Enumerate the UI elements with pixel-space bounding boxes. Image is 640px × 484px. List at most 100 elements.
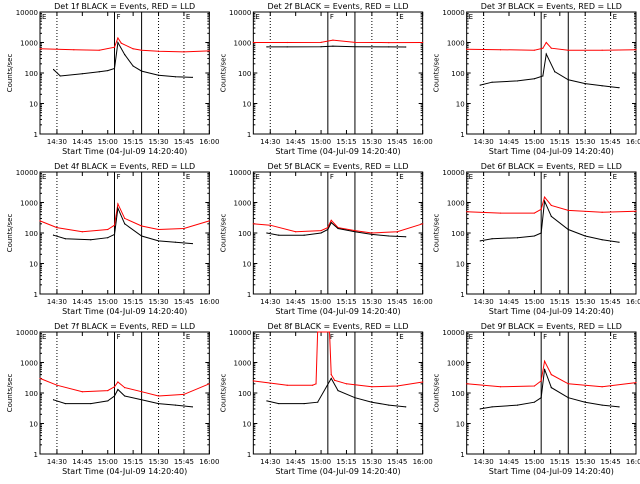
data-point-events [618,406,620,408]
data-point-events [174,404,177,406]
data-point-events [141,235,143,237]
data-point-lld [295,231,297,233]
data-point-events [554,71,556,73]
y-tick-label: 1000 [234,40,252,48]
y-tick-label: 1000 [20,200,38,208]
data-point-lld [317,331,319,333]
x-tick-label: 15:30 [575,298,595,306]
data-point-lld [124,217,126,220]
data-point-lld [39,377,41,380]
chart-title: Det 4f BLACK = Events, RED = LLD [54,162,195,171]
data-point-lld [334,379,336,381]
series-line-events [480,52,620,89]
data-point-events [543,200,546,202]
y-tick-label: 10 [29,421,38,429]
x-tick-label: 15:00 [98,298,118,306]
x-tick-label: 14:45 [286,458,306,466]
data-point-lld [533,212,535,214]
data-point-lld [286,41,288,44]
data-point-lld [252,223,254,225]
data-point-events [533,235,535,237]
marker-label-left: E [255,333,259,341]
marker-label-mid: F [117,173,121,181]
data-point-lld [371,232,373,234]
x-tick-label: 15:30 [362,458,382,466]
data-point-events [303,234,305,236]
x-tick-label: 14:30 [260,138,280,146]
y-tick-label: 10 [242,101,251,109]
chart-title: Det 7f BLACK = Events, RED = LLD [54,322,195,331]
y-tick-label: 10000 [16,329,38,337]
detector-panel-3: Det 3f BLACK = Events, RED = LLD 1 10 100 10… [433,2,640,156]
x-tick-label: 14:45 [499,138,519,146]
y-tick-label: 1 [34,291,38,299]
y-tick-label: 100 [238,230,251,238]
x-tick-label: 15:15 [336,298,356,306]
marker-label-left: E [42,13,46,21]
data-point-lld [466,211,468,213]
data-point-events [191,76,193,78]
marker-label-right: E [613,13,617,21]
data-point-events [491,81,493,83]
x-tick-label: 14:30 [474,138,494,146]
data-point-events [354,231,356,233]
x-tick-label: 15:30 [148,138,168,146]
data-point-events [479,408,481,410]
data-point-lld [183,51,185,53]
x-axis-label: Start Time (04-Jul-09 14:20:40) [275,467,400,476]
data-point-events [405,236,407,238]
x-tick-label: 14:45 [286,138,306,146]
x-tick-label: 14:45 [72,298,92,306]
data-point-events [533,78,535,80]
x-tick-label: 15:30 [575,138,595,146]
series-line-events [53,40,193,78]
y-tick-label: 1 [247,291,251,299]
x-tick-label: 16:00 [199,138,219,146]
data-point-lld [117,37,119,39]
data-point-lld [422,223,424,225]
data-point-events [90,402,92,405]
data-point-events [332,45,334,47]
data-point-events [278,402,280,405]
x-tick-label: 15:00 [524,458,544,466]
data-point-events [540,397,542,399]
data-point-events [601,239,603,241]
data-point-events [266,400,268,402]
data-point-events [327,228,329,231]
y-axis-label: Counts/sec [219,374,227,413]
data-point-events [337,389,339,392]
data-point-events [81,73,83,75]
data-point-lld [107,389,109,392]
data-point-events [174,76,177,78]
marker-label-left: E [42,173,46,181]
data-point-events [618,241,620,243]
x-tick-label: 14:30 [474,298,494,306]
data-point-events [174,241,177,243]
data-point-events [388,235,390,237]
y-tick-label: 10000 [229,329,251,337]
y-tick-label: 1 [247,451,251,459]
series-line-events [480,369,620,410]
data-point-events [117,207,119,209]
marker-label-left: E [42,333,46,341]
data-point-lld [113,224,116,226]
data-point-lld [208,220,210,222]
y-tick-label: 10 [29,261,38,269]
data-point-lld [466,48,468,50]
data-point-events [52,68,55,71]
data-point-events [124,54,126,56]
y-tick-label: 100 [238,70,251,78]
y-tick-label: 100 [451,390,464,398]
y-tick-label: 10 [29,101,38,109]
marker-label-left: E [255,173,259,181]
y-tick-label: 1 [460,131,464,139]
x-tick-label: 15:30 [148,298,168,306]
x-tick-label: 14:45 [499,458,519,466]
marker-label-left: E [469,173,473,181]
x-tick-label: 16:00 [199,298,219,306]
y-tick-label: 1000 [234,200,252,208]
y-tick-label: 100 [25,230,38,238]
data-point-lld [332,39,334,41]
y-tick-label: 10 [242,421,251,429]
